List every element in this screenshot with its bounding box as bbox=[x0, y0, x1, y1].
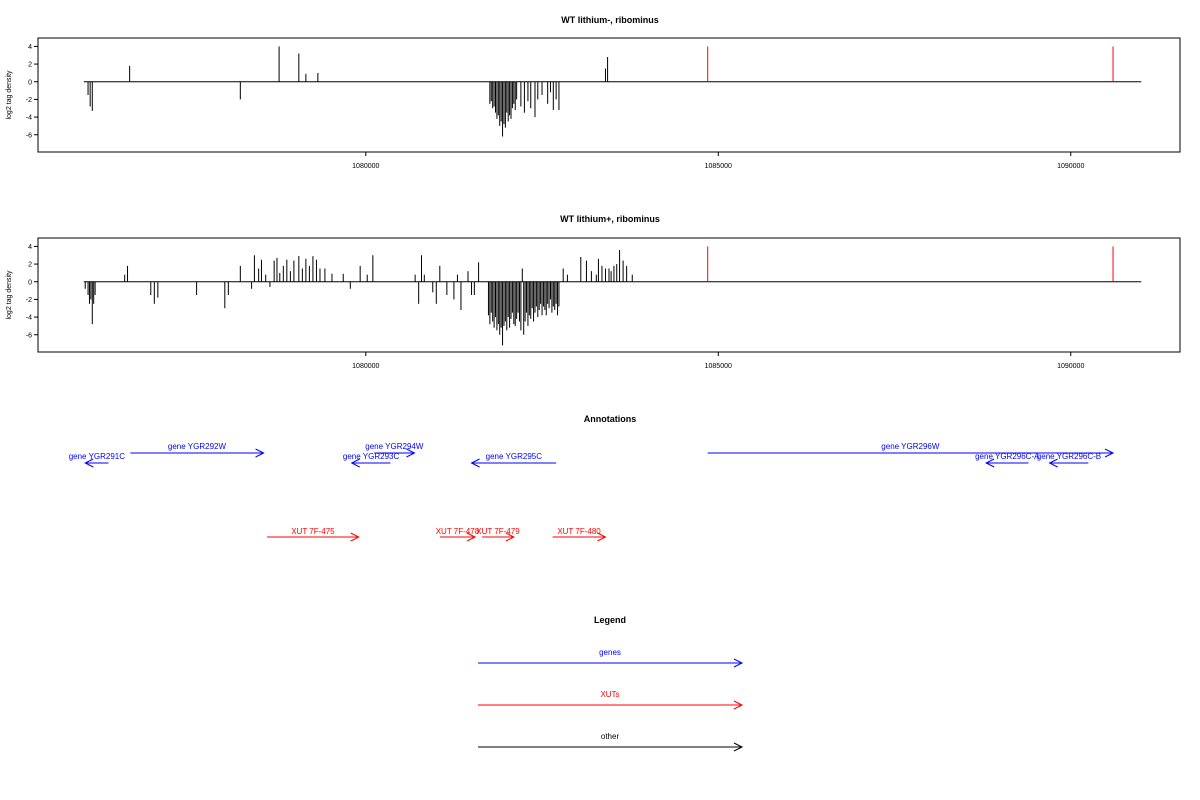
annotation-arrow: gene YGR294W bbox=[365, 442, 424, 458]
annotation-arrow: XUT 7F-479 bbox=[476, 527, 520, 542]
y-tick-label: -2 bbox=[26, 297, 32, 304]
panel-2-frame bbox=[37, 237, 1181, 353]
annotation-label: gene YGR292W bbox=[168, 442, 227, 451]
x-tick-label: 1080000 bbox=[352, 363, 379, 370]
annotation-arrow: XUT 7F-478 bbox=[436, 527, 480, 542]
annotation-label: gene YGR294W bbox=[365, 442, 424, 451]
annotation-label: XUT 7F-480 bbox=[557, 527, 601, 536]
y-tick-label: 0 bbox=[28, 279, 32, 286]
y-tick-label: 4 bbox=[28, 44, 32, 51]
panel-1-bars bbox=[87, 46, 609, 137]
x-tick-label: 1080000 bbox=[352, 163, 379, 170]
annotation-label: gene YGR296W bbox=[881, 442, 940, 451]
annotation-arrow: XUTs bbox=[478, 690, 744, 710]
annotation-label: genes bbox=[599, 648, 621, 657]
panel-1-ylabel: log2 tag density bbox=[6, 70, 13, 120]
track-panel-2: WT lithium+, ribominus log2 tag density … bbox=[6, 214, 1181, 370]
panel-2-markers bbox=[707, 246, 1114, 282]
annotation-arrow: gene YGR296C-B bbox=[1037, 452, 1101, 468]
x-tick-label: 1085000 bbox=[705, 163, 732, 170]
track-panel-1: WT lithium-, ribominus log2 tag density … bbox=[6, 15, 1181, 170]
annotation-label: gene YGR296C-B bbox=[1037, 452, 1101, 461]
legend-items: genes XUTs other bbox=[478, 648, 744, 752]
panel-2-title: WT lithium+, ribominus bbox=[560, 214, 660, 224]
panel-1-title: WT lithium-, ribominus bbox=[561, 15, 659, 25]
annotation-arrow: gene YGR293C bbox=[343, 452, 400, 468]
y-tick-label: 2 bbox=[28, 62, 32, 69]
panel-2-y-axis: 4 2 0 -2 -4 -6 bbox=[26, 244, 39, 339]
annotations-panel: Annotations gene YGR291C gene YGR292W gene… bbox=[69, 414, 1115, 542]
y-tick-label: -4 bbox=[26, 315, 32, 322]
annotation-label: XUT 7F-479 bbox=[476, 527, 520, 536]
annotation-arrow: gene YGR295C bbox=[470, 452, 557, 468]
annotation-label: XUT 7F-475 bbox=[291, 527, 335, 536]
y-tick-label: -2 bbox=[26, 97, 32, 104]
annotation-arrow: gene YGR291C bbox=[69, 452, 126, 468]
x-tick-label: 1090000 bbox=[1057, 163, 1084, 170]
annotation-arrow: other bbox=[478, 732, 744, 752]
annotations-title: Annotations bbox=[584, 414, 637, 424]
x-tick-label: 1090000 bbox=[1057, 363, 1084, 370]
y-tick-label: 4 bbox=[28, 244, 32, 251]
annotation-arrow: XUT 7F-480 bbox=[552, 527, 607, 542]
y-tick-label: -6 bbox=[26, 132, 32, 139]
annotation-label: XUTs bbox=[600, 690, 619, 699]
annotation-label: gene YGR295C bbox=[486, 452, 543, 461]
annotation-label: gene YGR293C bbox=[343, 452, 400, 461]
y-tick-label: 0 bbox=[28, 79, 32, 86]
annotation-label: gene YGR291C bbox=[69, 452, 126, 461]
legend-title: Legend bbox=[594, 615, 626, 625]
annotation-arrow: gene YGR296C-A bbox=[975, 452, 1040, 468]
x-tick-label: 1085000 bbox=[705, 363, 732, 370]
y-tick-label: -6 bbox=[26, 332, 32, 339]
panel-2-bars bbox=[84, 249, 633, 346]
panel-1-markers bbox=[707, 46, 1114, 82]
annotation-label: other bbox=[601, 732, 620, 741]
panel-1-frame bbox=[37, 37, 1181, 153]
annotation-arrow: genes bbox=[478, 648, 744, 668]
panel-2-x-axis: 1080000 1085000 1090000 bbox=[352, 351, 1084, 370]
y-tick-label: 2 bbox=[28, 262, 32, 269]
legend-panel: Legend genes XUTs other bbox=[478, 615, 744, 752]
annotation-label: XUT 7F-478 bbox=[436, 527, 480, 536]
panel-1-y-axis: 4 2 0 -2 -4 -6 bbox=[26, 44, 39, 139]
annotation-label: gene YGR296C-A bbox=[975, 452, 1040, 461]
panel-1-x-axis: 1080000 1085000 1090000 bbox=[352, 151, 1084, 170]
annotation-arrow: gene YGR292W bbox=[130, 442, 265, 458]
y-tick-label: -4 bbox=[26, 115, 32, 122]
annotation-arrow: gene YGR296W bbox=[707, 442, 1115, 458]
panel-2-ylabel: log2 tag density bbox=[6, 270, 13, 320]
annotation-arrow: XUT 7F-475 bbox=[267, 527, 360, 542]
